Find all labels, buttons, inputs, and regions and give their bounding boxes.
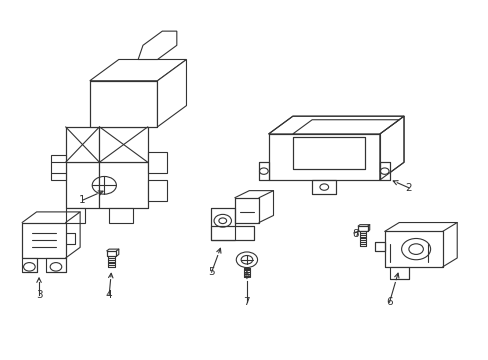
Polygon shape <box>374 242 384 251</box>
Text: 1: 1 <box>79 195 86 205</box>
Polygon shape <box>210 226 254 240</box>
Polygon shape <box>357 226 367 231</box>
Polygon shape <box>65 162 99 208</box>
Polygon shape <box>99 127 147 162</box>
Text: 8: 8 <box>352 229 358 239</box>
Polygon shape <box>379 116 403 180</box>
Polygon shape <box>147 152 167 173</box>
Text: 5: 5 <box>208 267 215 277</box>
Polygon shape <box>138 31 177 59</box>
Text: 4: 4 <box>105 290 112 300</box>
Text: 2: 2 <box>405 183 411 193</box>
Polygon shape <box>389 267 408 279</box>
Polygon shape <box>99 162 147 208</box>
Polygon shape <box>292 120 398 134</box>
Text: 7: 7 <box>243 297 250 307</box>
Text: 6: 6 <box>386 297 392 307</box>
Polygon shape <box>268 116 403 134</box>
Polygon shape <box>22 258 37 272</box>
Polygon shape <box>234 198 259 222</box>
Polygon shape <box>384 231 442 267</box>
Polygon shape <box>311 180 336 194</box>
Polygon shape <box>259 162 268 180</box>
Polygon shape <box>157 59 186 127</box>
Polygon shape <box>90 81 157 127</box>
Text: 3: 3 <box>36 290 42 300</box>
Polygon shape <box>210 208 234 240</box>
Polygon shape <box>147 180 167 201</box>
Polygon shape <box>379 162 389 180</box>
Polygon shape <box>46 258 65 272</box>
Polygon shape <box>51 155 65 180</box>
Polygon shape <box>109 208 133 222</box>
Polygon shape <box>65 127 99 162</box>
Polygon shape <box>90 59 186 81</box>
Polygon shape <box>22 222 65 258</box>
Polygon shape <box>268 134 379 180</box>
Polygon shape <box>106 251 116 256</box>
Polygon shape <box>65 208 85 222</box>
Polygon shape <box>292 138 365 169</box>
